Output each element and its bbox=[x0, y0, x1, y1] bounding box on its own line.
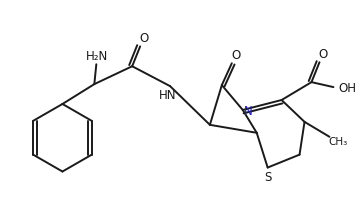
Text: OH: OH bbox=[338, 82, 356, 95]
Text: O: O bbox=[231, 49, 240, 62]
Text: N: N bbox=[244, 105, 253, 119]
Text: HN: HN bbox=[159, 89, 177, 102]
Text: O: O bbox=[319, 48, 328, 61]
Text: CH₃: CH₃ bbox=[329, 137, 348, 147]
Text: H₂N: H₂N bbox=[86, 50, 109, 63]
Text: S: S bbox=[264, 171, 272, 184]
Text: O: O bbox=[139, 32, 149, 45]
